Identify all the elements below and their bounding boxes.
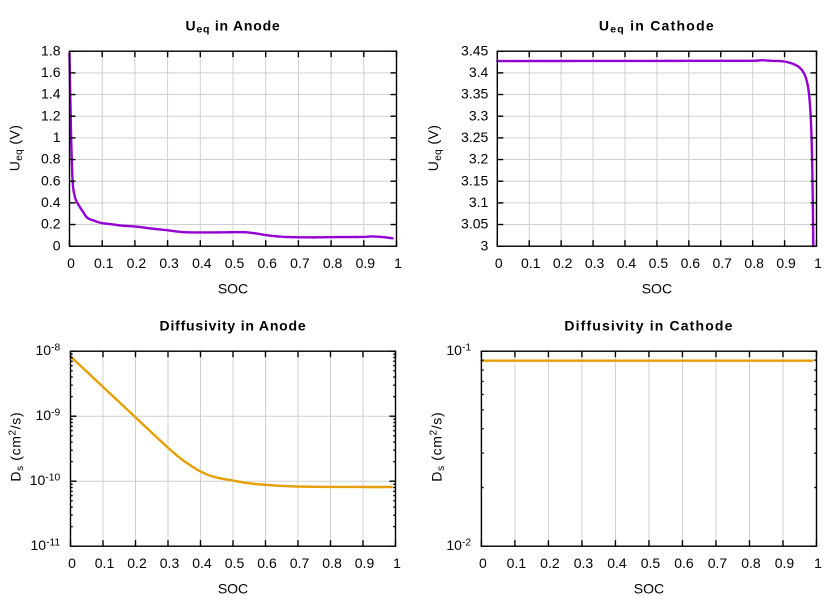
svg-text:0.5: 0.5	[225, 555, 245, 571]
svg-text:Diffusivity in Anode: Diffusivity in Anode	[160, 318, 307, 334]
svg-text:1: 1	[53, 129, 61, 145]
svg-text:Ds (cm2/s): Ds (cm2/s)	[8, 412, 27, 482]
svg-text:0: 0	[479, 555, 487, 571]
svg-text:0.6: 0.6	[257, 555, 277, 571]
svg-text:0.8: 0.8	[41, 151, 61, 167]
svg-text:0.4: 0.4	[192, 555, 212, 571]
svg-text:0.4: 0.4	[41, 194, 61, 210]
svg-text:0.9: 0.9	[356, 255, 376, 271]
svg-text:0.9: 0.9	[776, 255, 796, 271]
svg-text:3.15: 3.15	[461, 172, 488, 188]
svg-text:1.4: 1.4	[41, 86, 61, 102]
svg-text:SOC: SOC	[642, 281, 672, 297]
svg-text:0.5: 0.5	[225, 255, 245, 271]
svg-text:1.8: 1.8	[41, 42, 61, 58]
svg-text:SOC: SOC	[218, 281, 248, 297]
svg-text:1.2: 1.2	[41, 107, 61, 123]
svg-text:0.6: 0.6	[257, 255, 277, 271]
svg-text:0.7: 0.7	[290, 255, 310, 271]
svg-text:0.8: 0.8	[744, 255, 764, 271]
svg-text:0.1: 0.1	[95, 555, 115, 571]
svg-text:SOC: SOC	[634, 581, 664, 597]
svg-text:0.2: 0.2	[127, 555, 147, 571]
svg-text:0.5: 0.5	[649, 255, 669, 271]
svg-text:3.05: 3.05	[461, 216, 488, 232]
svg-text:0.7: 0.7	[708, 555, 728, 571]
svg-text:0.6: 0.6	[41, 172, 61, 188]
svg-text:SOC: SOC	[218, 581, 248, 597]
svg-text:0.2: 0.2	[553, 255, 573, 271]
svg-text:1: 1	[393, 555, 401, 571]
svg-text:Ueq (V): Ueq (V)	[7, 125, 26, 172]
svg-text:0.3: 0.3	[585, 255, 605, 271]
svg-text:0.1: 0.1	[507, 555, 527, 571]
svg-text:0: 0	[68, 555, 76, 571]
svg-text:Ds (cm2/s): Ds (cm2/s)	[429, 412, 448, 482]
svg-text:0: 0	[67, 255, 75, 271]
svg-text:0.6: 0.6	[681, 255, 701, 271]
svg-text:3.45: 3.45	[461, 42, 488, 58]
svg-text:0.2: 0.2	[41, 216, 61, 232]
svg-text:0.8: 0.8	[741, 555, 761, 571]
svg-text:0.8: 0.8	[322, 555, 342, 571]
svg-text:0.4: 0.4	[617, 255, 637, 271]
svg-text:0.1: 0.1	[94, 255, 114, 271]
svg-text:1: 1	[814, 255, 822, 271]
svg-text:0.1: 0.1	[521, 255, 541, 271]
svg-text:3.3: 3.3	[469, 107, 489, 123]
svg-text:0.3: 0.3	[574, 555, 594, 571]
svg-text:3.35: 3.35	[461, 86, 488, 102]
svg-text:0: 0	[495, 255, 503, 271]
svg-text:Ueq (V): Ueq (V)	[425, 125, 444, 172]
svg-text:3: 3	[481, 237, 489, 253]
svg-text:0.6: 0.6	[674, 555, 694, 571]
svg-text:0.5: 0.5	[641, 555, 661, 571]
svg-text:0.4: 0.4	[607, 555, 627, 571]
svg-text:1: 1	[394, 255, 402, 271]
svg-text:Diffusivity in Cathode: Diffusivity in Cathode	[564, 318, 733, 334]
svg-text:0.8: 0.8	[323, 255, 343, 271]
svg-text:Ueq in Cathode: Ueq in Cathode	[599, 18, 715, 36]
svg-text:3.25: 3.25	[461, 129, 488, 145]
svg-text:0.2: 0.2	[540, 555, 560, 571]
svg-text:3.4: 3.4	[469, 64, 489, 80]
svg-text:0.7: 0.7	[290, 555, 310, 571]
svg-text:0.2: 0.2	[127, 255, 147, 271]
svg-text:0.3: 0.3	[160, 555, 180, 571]
svg-text:1.6: 1.6	[41, 64, 61, 80]
svg-text:0.3: 0.3	[159, 255, 179, 271]
svg-text:0.9: 0.9	[775, 555, 795, 571]
svg-text:0.9: 0.9	[355, 555, 375, 571]
svg-text:3.1: 3.1	[469, 194, 489, 210]
svg-text:0.4: 0.4	[192, 255, 212, 271]
svg-text:1: 1	[814, 555, 822, 571]
svg-text:3.2: 3.2	[469, 151, 489, 167]
svg-text:0: 0	[53, 237, 61, 253]
svg-text:0.7: 0.7	[713, 255, 733, 271]
